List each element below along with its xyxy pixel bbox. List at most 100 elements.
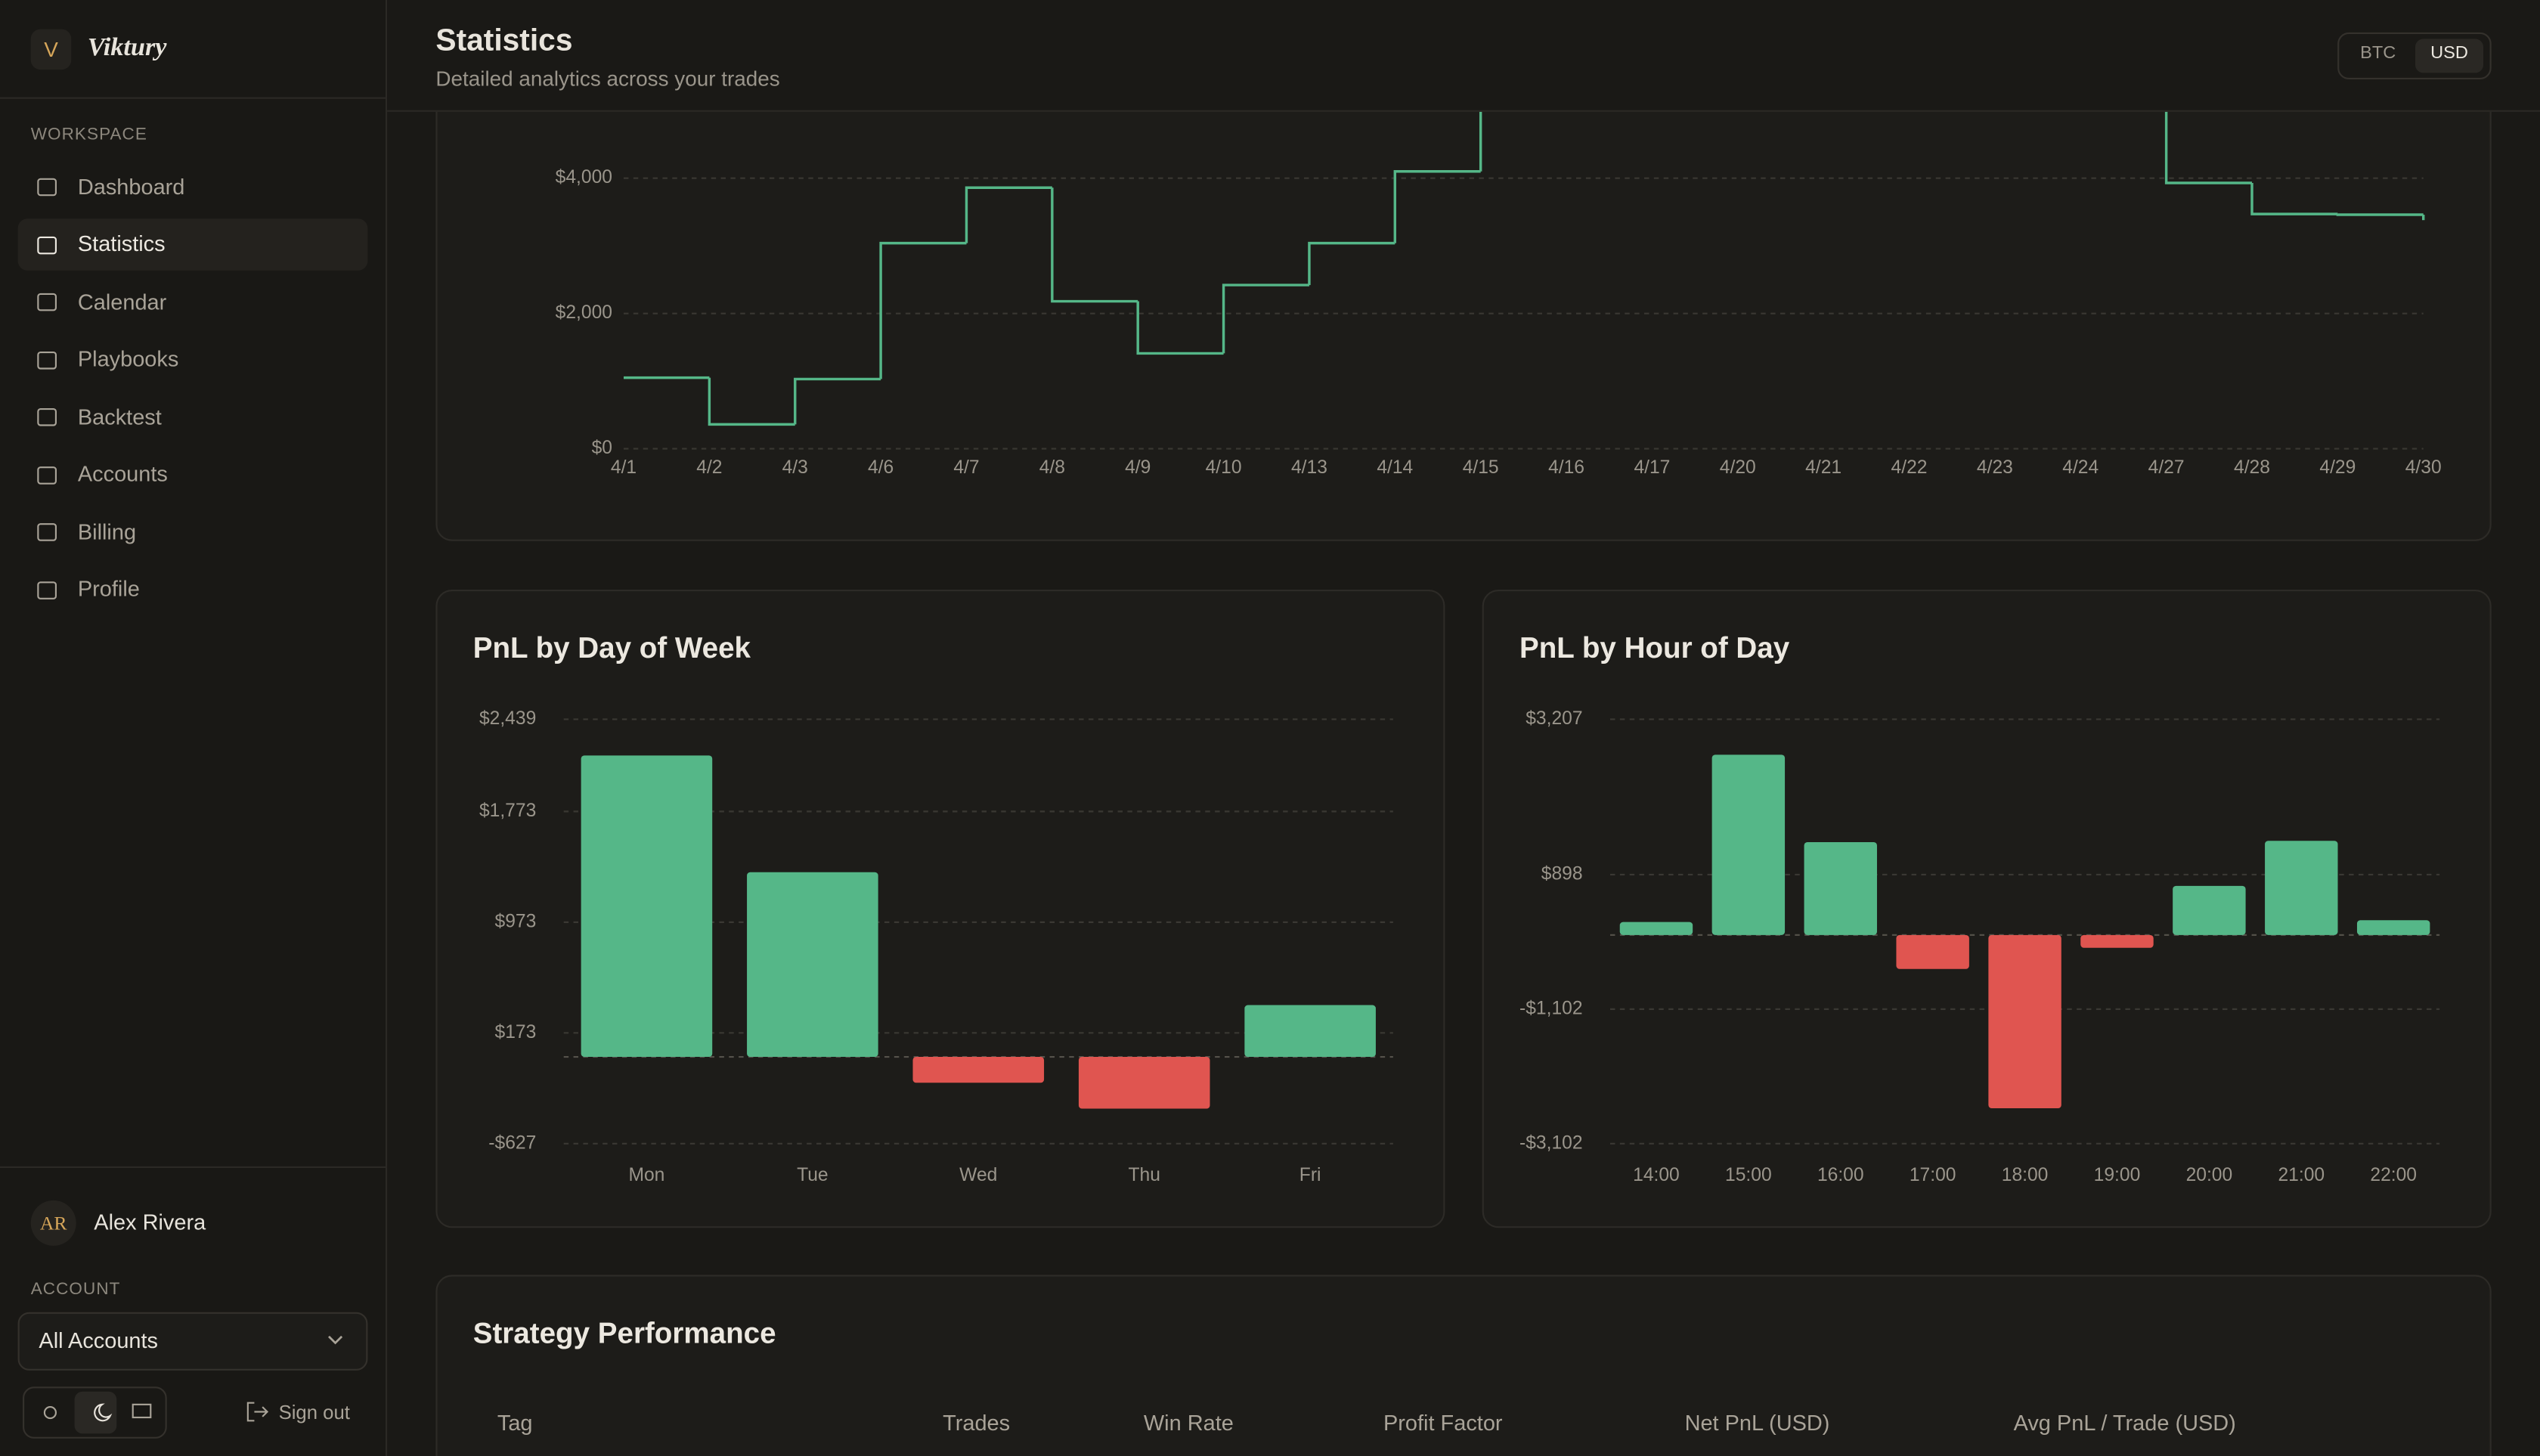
page-title: Statistics: [435, 24, 573, 59]
x-tick-label: 4/24: [2062, 457, 2099, 478]
x-tick-label: 4/7: [953, 457, 979, 478]
account-value: All Accounts: [39, 1328, 159, 1353]
nav-label: Statistics: [77, 231, 166, 256]
x-tick-label: Tue: [797, 1165, 829, 1185]
x-tick-label: Mon: [628, 1165, 664, 1185]
nav-icon: [37, 350, 57, 369]
nav-item[interactable]: Accounts: [18, 448, 368, 500]
bar: [2173, 885, 2246, 935]
x-tick-label: 4/20: [1720, 457, 1756, 478]
x-tick-label: 4/21: [1805, 457, 1842, 478]
logo: V: [30, 29, 72, 70]
bar: [2356, 920, 2430, 935]
sign-out[interactable]: Sign out: [278, 1401, 350, 1424]
equity-step: [1051, 187, 1138, 303]
bar: [1896, 934, 1969, 969]
y-tick-label: $3,207: [1526, 708, 1582, 729]
nav-item[interactable]: Playbooks: [18, 333, 368, 385]
x-tick-label: 4/28: [2234, 457, 2270, 478]
nav-label: Billing: [77, 519, 137, 544]
bar: [1619, 922, 1693, 935]
table-card: Strategy Performance: [435, 1275, 2492, 1456]
header: Statistics Detailed analytics across you…: [387, 0, 2540, 112]
y-tick-label: -$3,102: [1519, 1132, 1583, 1153]
equity-step: [879, 241, 967, 379]
nav-icon: [37, 408, 57, 426]
y-tick-label: $898: [1541, 863, 1583, 884]
y-tick-label: $173: [495, 1022, 537, 1042]
y-tick-label: $973: [495, 911, 537, 931]
nav-label: Accounts: [77, 461, 168, 486]
nav-icon: [37, 178, 57, 197]
nav-icon: [37, 581, 57, 599]
x-tick-label: Wed: [959, 1165, 997, 1185]
nav-item[interactable]: Backtest: [18, 390, 368, 442]
column-header: Win Rate: [1143, 1411, 1234, 1436]
theme-icons[interactable]: [24, 1388, 165, 1436]
toggle-usd[interactable]: USD: [2430, 43, 2468, 64]
bar: [747, 872, 878, 1058]
y-tick-label: $1,773: [479, 801, 536, 821]
chart-title: PnL by Hour of Day: [1519, 631, 1790, 664]
theme-active: [74, 1391, 117, 1434]
column-header: Profit Factor: [1383, 1411, 1503, 1436]
nav-item[interactable]: Dashboard: [18, 160, 368, 212]
column-header: Trades: [943, 1411, 1011, 1436]
nav-icon: [37, 293, 57, 311]
x-tick-label: 16:00: [1817, 1165, 1864, 1185]
divider: [0, 97, 386, 99]
page-subtitle: Detailed analytics across your trades: [435, 66, 780, 91]
nav-label: Playbooks: [77, 346, 179, 371]
bar: [1244, 1005, 1376, 1058]
x-tick-label: 4/2: [696, 457, 722, 478]
x-tick-label: 4/6: [868, 457, 894, 478]
nav-label: Calendar: [77, 289, 167, 314]
chevron: [328, 1335, 343, 1345]
divider: [0, 1166, 386, 1168]
y-tick-label: $2,439: [479, 708, 536, 729]
equity-step: [1308, 241, 1395, 286]
nav-label: Backtest: [77, 404, 162, 429]
nav-icon: [37, 235, 57, 254]
x-tick-label: 4/13: [1291, 457, 1327, 478]
x-tick-label: Fri: [1299, 1165, 1321, 1185]
equity-step: [794, 377, 881, 425]
x-tick-label: 4/29: [2319, 457, 2356, 478]
account-label: ACCOUNT: [30, 1279, 121, 1300]
table-title: Strategy Performance: [472, 1317, 776, 1349]
nav-item[interactable]: Statistics: [17, 218, 368, 270]
column-header: Tag: [497, 1411, 533, 1436]
nav-item[interactable]: Billing: [18, 506, 368, 558]
x-tick-label: 4/9: [1125, 457, 1151, 478]
chart-title: PnL by Day of Week: [472, 631, 751, 664]
x-tick-label: 14:00: [1633, 1165, 1680, 1185]
x-tick-label: 4/23: [1977, 457, 2013, 478]
y-tick-label: $4,000: [556, 167, 612, 187]
x-tick-label: 4/30: [2405, 457, 2442, 478]
section-label: WORKSPACE: [30, 125, 147, 144]
x-tick-label: 20:00: [2186, 1165, 2233, 1185]
x-tick-label: Thu: [1128, 1165, 1160, 1185]
x-tick-label: 4/14: [1377, 457, 1413, 478]
nav-item[interactable]: Calendar: [18, 275, 368, 327]
equity-step: [1136, 301, 1224, 355]
x-tick-label: 4/3: [782, 457, 808, 478]
x-tick-label: 4/1: [611, 457, 637, 478]
y-tick-label: $0: [592, 438, 612, 458]
equity-step: [708, 377, 795, 426]
x-tick-label: 21:00: [2278, 1165, 2325, 1185]
signout-icon: [246, 1402, 269, 1422]
x-tick-label: 17:00: [1910, 1165, 1956, 1185]
x-tick-label: 4/22: [1891, 457, 1928, 478]
x-tick-label: 4/15: [1463, 457, 1499, 478]
sidebar: V Viktury WORKSPACE Dashboard Statistics C…: [0, 0, 388, 1456]
x-tick-label: 19:00: [2094, 1165, 2141, 1185]
currency-toggle: BTC USD: [2337, 32, 2492, 79]
account-select[interactable]: All Accounts: [17, 1312, 368, 1371]
x-tick-label: 22:00: [2370, 1165, 2417, 1185]
nav-item[interactable]: Profile: [18, 563, 368, 615]
bar: [1804, 842, 1877, 935]
toggle-btc[interactable]: BTC: [2360, 43, 2396, 64]
column-header: Net PnL (USD): [1684, 1411, 1830, 1436]
